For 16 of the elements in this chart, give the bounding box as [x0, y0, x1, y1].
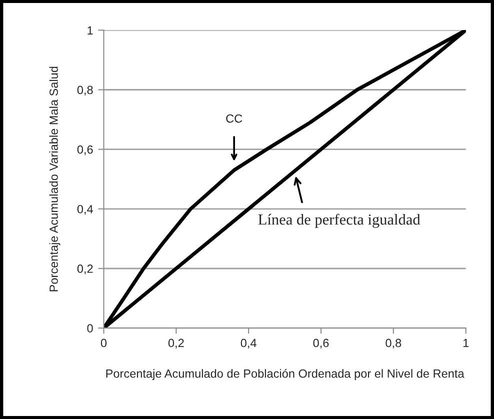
- y-axis-title: Porcentaje Acumulado Variable Mala Salud: [49, 66, 60, 292]
- y-tick-label: 0,4: [77, 204, 93, 215]
- x-tick-label: 0,2: [168, 338, 184, 349]
- y-tick-label: 0,6: [77, 145, 93, 156]
- x-tick-label: 0,8: [386, 338, 402, 349]
- x-tick-label: 0,4: [240, 338, 256, 349]
- x-tick-label: 1: [463, 338, 469, 348]
- x-axis-title: Porcentaje Acumulado de Población Ordenada por el Nivel de Renta: [106, 368, 464, 380]
- y-tick-label: 0,2: [77, 264, 93, 274]
- y-tick-label: 0: [87, 324, 93, 332]
- y-tick-label: 1: [88, 26, 93, 34]
- x-tick-label: 0: [100, 338, 107, 348]
- annotation: Línea de perfecta igualdad: [258, 214, 420, 228]
- annotation: CC: [226, 114, 242, 123]
- y-tick-label: 0,8: [77, 86, 93, 96]
- x-tick-label: 0,6: [313, 338, 329, 349]
